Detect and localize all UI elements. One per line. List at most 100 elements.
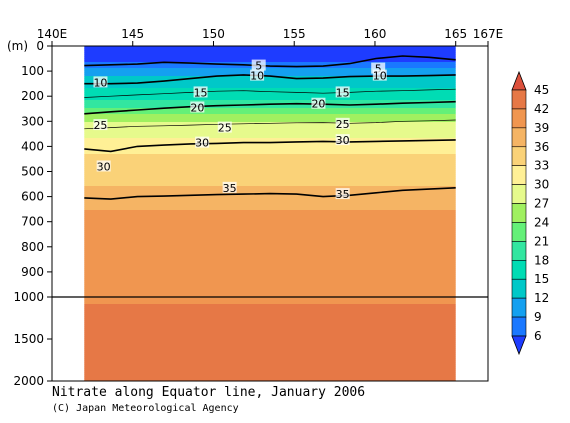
- field-band: [84, 378, 456, 381]
- x-tick-label: 155: [283, 27, 306, 41]
- contour-label-bg: [217, 121, 232, 133]
- colorbar-segment: [511, 146, 527, 166]
- shaded-field: [84, 46, 456, 381]
- contour-label: 35: [223, 182, 237, 195]
- field-band: [84, 48, 456, 51]
- field-band: [84, 88, 456, 91]
- field-band: [84, 374, 456, 377]
- x-axis-ticks: 140E 145 150 155 160 165 167E: [37, 27, 503, 46]
- field-band: [84, 316, 456, 319]
- field-band: [84, 146, 456, 149]
- contour-label-bg: [251, 59, 266, 71]
- field-band: [84, 80, 456, 83]
- field-band: [84, 356, 456, 359]
- field-band: [84, 62, 456, 65]
- colorbar-tick-label: 6: [534, 329, 542, 343]
- field-band: [84, 244, 456, 247]
- field-band: [84, 166, 456, 169]
- colorbar-segment: [511, 108, 527, 129]
- field-band: [84, 226, 456, 229]
- colorbar-segment: [511, 316, 527, 337]
- field-band: [84, 292, 456, 295]
- field-band: [84, 56, 456, 59]
- contour-label-bg: [335, 188, 350, 200]
- field-band: [84, 312, 456, 315]
- field-band: [84, 348, 456, 351]
- field-band: [84, 338, 456, 341]
- field-band: [84, 160, 456, 163]
- field-band: [84, 134, 456, 137]
- field-band: [84, 94, 456, 97]
- contour-label: 30: [195, 137, 209, 150]
- field-band: [84, 274, 456, 277]
- colorbar-tick-label: 12: [534, 291, 549, 305]
- y-tick-label: 900: [21, 265, 44, 279]
- field-band: [84, 268, 456, 271]
- colorbar-segment: [511, 241, 527, 261]
- field-band: [84, 354, 456, 357]
- contour-line-25: [84, 119, 456, 130]
- field-band: [84, 66, 456, 69]
- field-band: [84, 262, 456, 265]
- contour-label-bg: [250, 69, 265, 81]
- field-band: [84, 178, 456, 181]
- field-band: [84, 70, 456, 73]
- field-band: [84, 108, 456, 111]
- field-band: [84, 270, 456, 273]
- contour-line-10: [84, 74, 456, 85]
- field-band: [84, 118, 456, 121]
- field-band: [84, 52, 456, 55]
- field-band: [84, 174, 456, 177]
- field-band: [84, 182, 456, 185]
- contour-line-30: [84, 139, 456, 153]
- field-band: [84, 360, 456, 363]
- field-band: [84, 248, 456, 251]
- field-band: [84, 294, 456, 297]
- field-band: [84, 106, 456, 109]
- field-band: [84, 242, 456, 245]
- field-band: [84, 334, 456, 337]
- field-band: [84, 238, 456, 241]
- field-band: [84, 78, 456, 81]
- x-tick-label: 165: [444, 27, 467, 41]
- contour-label-bg: [93, 76, 108, 88]
- y-tick-label: 200: [21, 89, 44, 103]
- field-band: [84, 156, 456, 159]
- field-band: [84, 328, 456, 331]
- field-band: [84, 332, 456, 335]
- field-band: [84, 60, 456, 63]
- contour-label: 30: [97, 160, 111, 173]
- contour-label-bg: [195, 136, 210, 148]
- y-tick-label: 600: [21, 190, 44, 204]
- field-band: [84, 372, 456, 375]
- field-band: [84, 224, 456, 227]
- y-tick-label: 800: [21, 240, 44, 254]
- field-band: [84, 58, 456, 61]
- colorbar-segment: [511, 127, 527, 148]
- field-band: [84, 322, 456, 325]
- field-band: [84, 194, 456, 197]
- field-band: [84, 116, 456, 119]
- contour-label: 15: [336, 86, 350, 99]
- y-tick-label: 0: [36, 39, 44, 53]
- colorbar-bottom-triangle: [511, 335, 527, 356]
- field-band: [84, 128, 456, 131]
- field-band: [84, 200, 456, 203]
- field-band: [84, 310, 456, 313]
- field-band: [84, 246, 456, 249]
- field-band: [84, 82, 456, 85]
- field-band: [84, 158, 456, 161]
- field-band: [84, 212, 456, 215]
- contour-line-5: [84, 55, 456, 68]
- field-band: [84, 256, 456, 259]
- field-band: [84, 368, 456, 371]
- field-band: [84, 346, 456, 349]
- field-band: [84, 164, 456, 167]
- field-band: [84, 370, 456, 373]
- field-band: [84, 286, 456, 289]
- field-band: [84, 136, 456, 139]
- field-band: [84, 306, 456, 309]
- colorbar-segment: [511, 260, 527, 280]
